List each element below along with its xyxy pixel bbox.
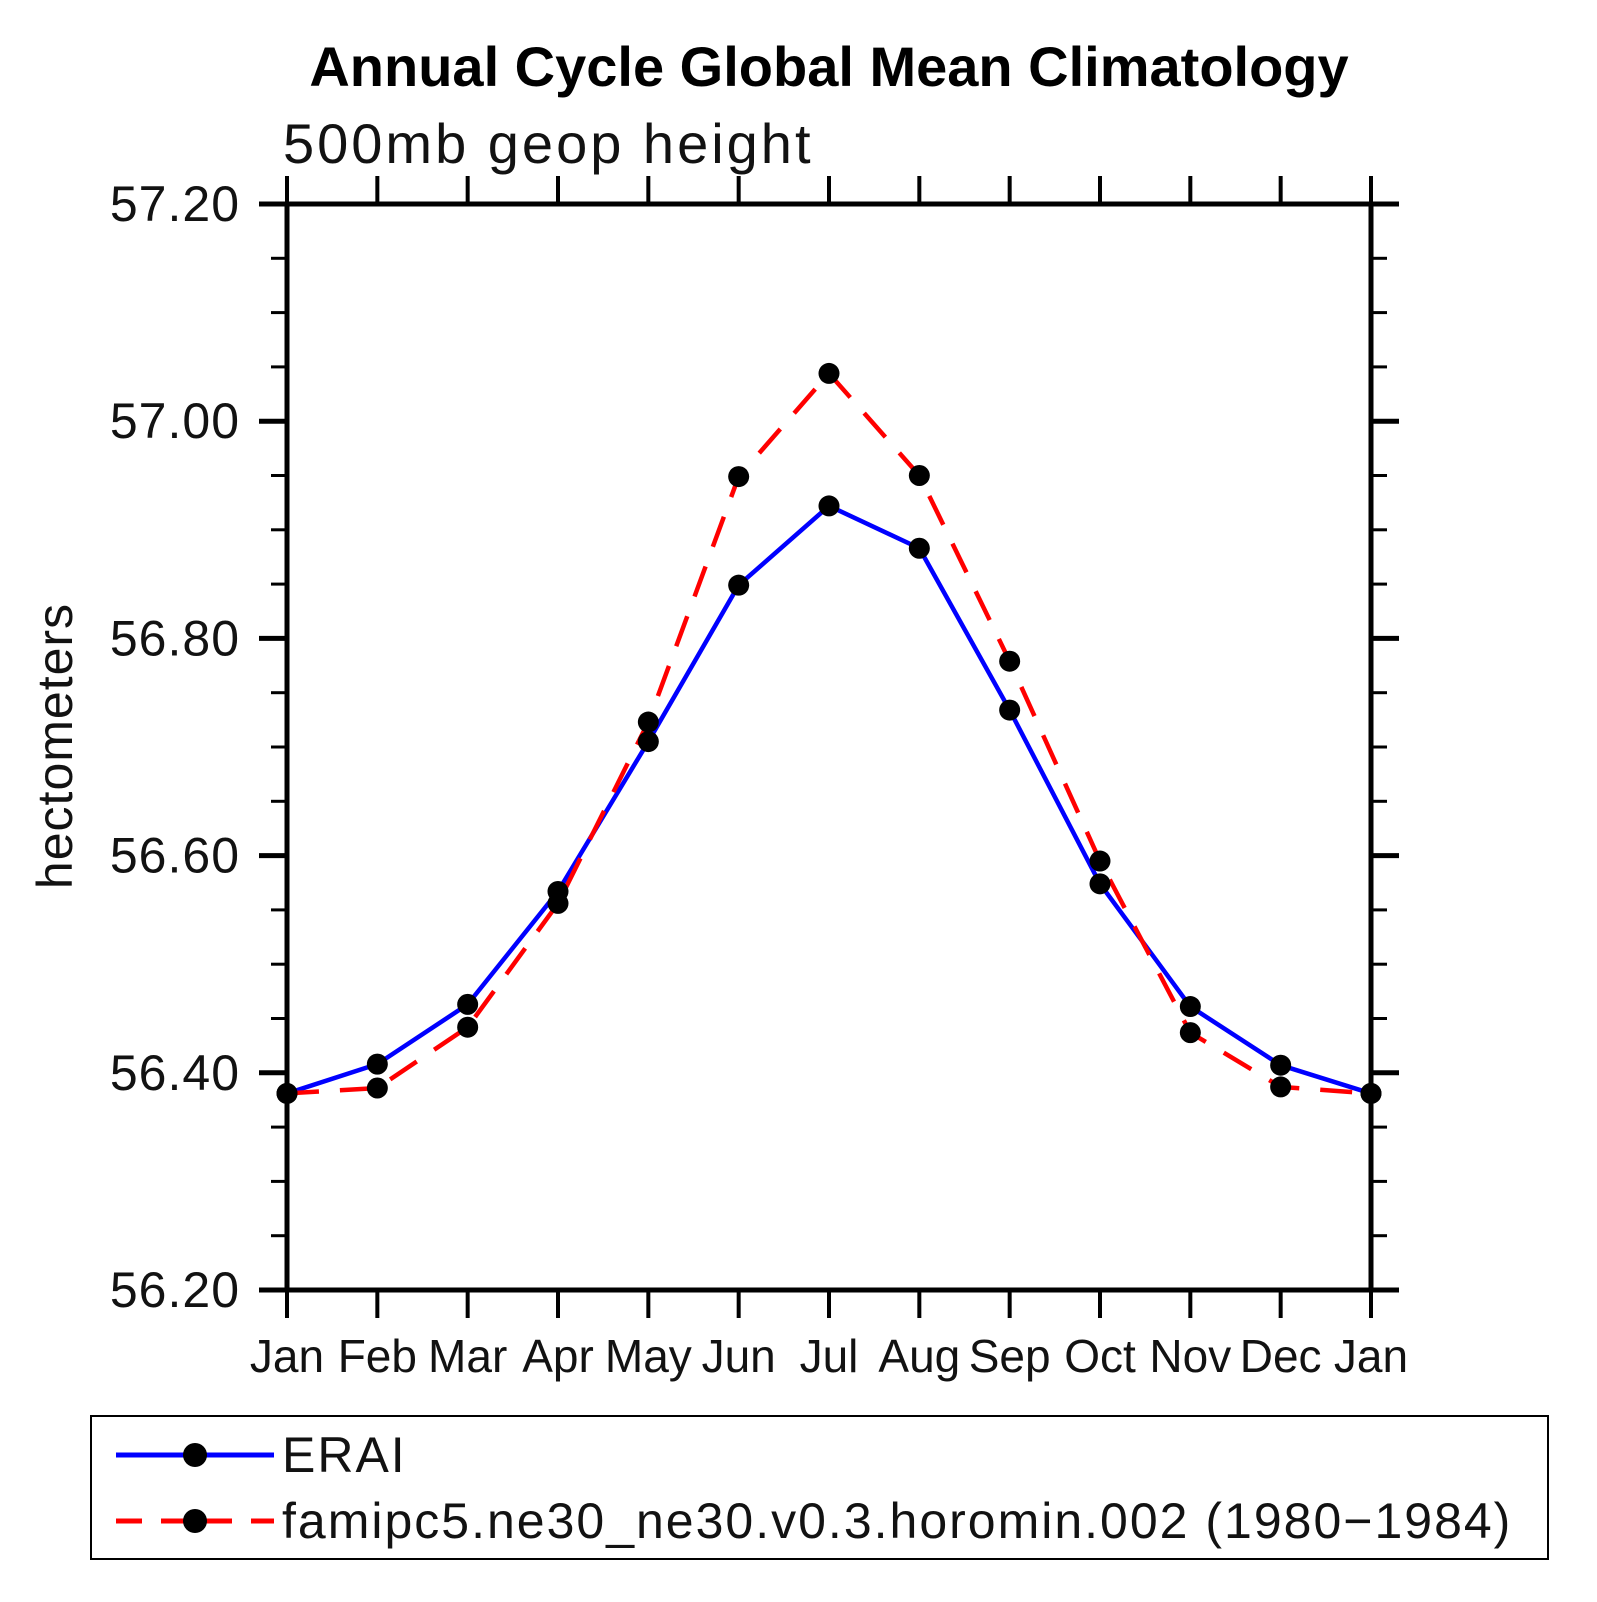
data-point <box>728 466 750 488</box>
legend: ERAI famipc5.ne30_ne30.v0.3.horomin.002 … <box>90 1415 1549 1560</box>
x-tick-label: Sep <box>969 1330 1051 1382</box>
legend-label-erai: ERAI <box>282 1426 407 1483</box>
chart-subtitle: 500mb geop height <box>283 112 814 175</box>
data-point <box>1089 873 1111 895</box>
y-tick-label: 57.20 <box>110 176 240 232</box>
y-tick-label: 56.40 <box>110 1045 240 1101</box>
y-tick-label: 56.60 <box>110 828 240 884</box>
x-tick-label: Jul <box>800 1330 859 1382</box>
data-point <box>637 711 659 733</box>
data-point <box>1179 1022 1201 1044</box>
legend-marker-dot <box>183 1442 207 1467</box>
data-point <box>637 731 659 753</box>
data-point <box>1360 1082 1382 1104</box>
data-point <box>999 699 1021 721</box>
legend-marker-dot <box>183 1508 207 1533</box>
legend-swatch-famipc5 <box>116 1508 274 1534</box>
data-point <box>908 537 930 559</box>
data-point <box>908 465 930 486</box>
data-point <box>1270 1076 1292 1098</box>
data-point <box>728 574 750 596</box>
data-point <box>1179 996 1201 1018</box>
series-line-1 <box>286 371 1372 1096</box>
series-line-0 <box>286 503 1372 1096</box>
plot-area: Jan Feb Mar Apr May Jun Jul Aug Sep Oct Nov Dec Jan5… <box>110 176 1408 1382</box>
y-tick-label: 57.00 <box>110 393 240 449</box>
x-tick-label: Jan <box>1334 1330 1408 1382</box>
data-point <box>457 993 479 1015</box>
y-tick-label: 56.20 <box>110 1262 240 1318</box>
x-tick-label: Nov <box>1149 1330 1231 1382</box>
y-tick-label: 56.80 <box>110 610 240 666</box>
data-point <box>1089 850 1111 872</box>
x-tick-label: Jun <box>702 1330 776 1382</box>
legend-item-famipc5: famipc5.ne30_ne30.v0.3.horomin.002 (1980… <box>116 1492 1547 1550</box>
data-point <box>366 1053 388 1075</box>
x-tick-label: Feb <box>338 1330 417 1382</box>
y-axis-label: hectometers <box>27 603 83 889</box>
x-tick-label: Aug <box>878 1330 960 1382</box>
data-point <box>1270 1054 1292 1076</box>
chart-title: Annual Cycle Global Mean Climatology <box>309 35 1348 98</box>
x-tick-label: May <box>605 1330 692 1382</box>
data-point <box>999 650 1021 672</box>
x-tick-label: Mar <box>428 1330 507 1382</box>
x-tick-label: Apr <box>522 1330 594 1382</box>
data-point <box>547 892 569 914</box>
legend-swatch-erai <box>116 1442 274 1468</box>
data-point <box>818 362 840 384</box>
legend-label-famipc5: famipc5.ne30_ne30.v0.3.horomin.002 (1980… <box>282 1492 1513 1549</box>
data-point <box>457 1016 479 1038</box>
legend-item-erai: ERAI <box>116 1426 1547 1484</box>
x-tick-label: Jan <box>250 1330 324 1382</box>
x-tick-label: Dec <box>1240 1330 1322 1382</box>
data-point <box>818 495 840 517</box>
data-point <box>276 1082 298 1104</box>
data-point <box>366 1077 388 1099</box>
x-tick-label: Oct <box>1064 1330 1136 1382</box>
